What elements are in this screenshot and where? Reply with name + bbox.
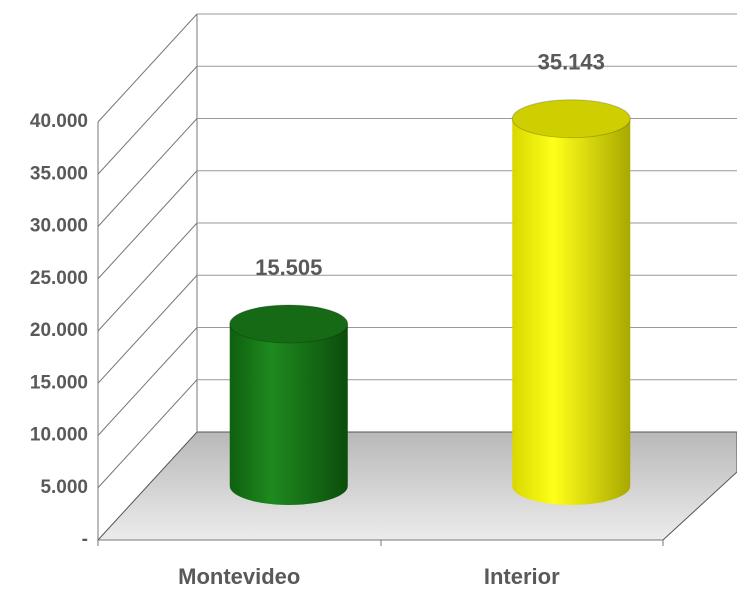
y-tick-label: - — [82, 529, 88, 550]
grid-line — [97, 170, 198, 280]
bar — [512, 118, 631, 506]
grid-line — [97, 274, 198, 384]
value-label: 15.505 — [255, 255, 322, 280]
y-tick-label: 20.000 — [30, 320, 88, 341]
y-tick-label: 15.000 — [30, 372, 88, 393]
grid-line — [97, 379, 198, 489]
bar-top — [511, 99, 631, 139]
plot-frame — [96, 14, 737, 546]
y-tick-label: 25.000 — [30, 268, 88, 289]
bar-top — [229, 304, 349, 344]
grid-line — [97, 13, 198, 123]
y-tick-label: 40.000 — [30, 111, 88, 132]
y-tick-label: 30.000 — [30, 216, 88, 237]
grid-line — [97, 222, 198, 332]
x-tick-label: Montevideo — [178, 564, 300, 589]
bar — [229, 323, 348, 505]
x-tick-label: Interior — [484, 564, 560, 589]
grid-line — [97, 327, 198, 436]
y-tick-label: 35.000 — [30, 163, 88, 184]
y-tick-label: 10.000 — [30, 425, 88, 446]
value-label: 35.143 — [538, 50, 605, 75]
y-tick-label: 5.000 — [40, 477, 88, 498]
grid-line — [97, 118, 198, 227]
grid-line — [97, 65, 198, 175]
